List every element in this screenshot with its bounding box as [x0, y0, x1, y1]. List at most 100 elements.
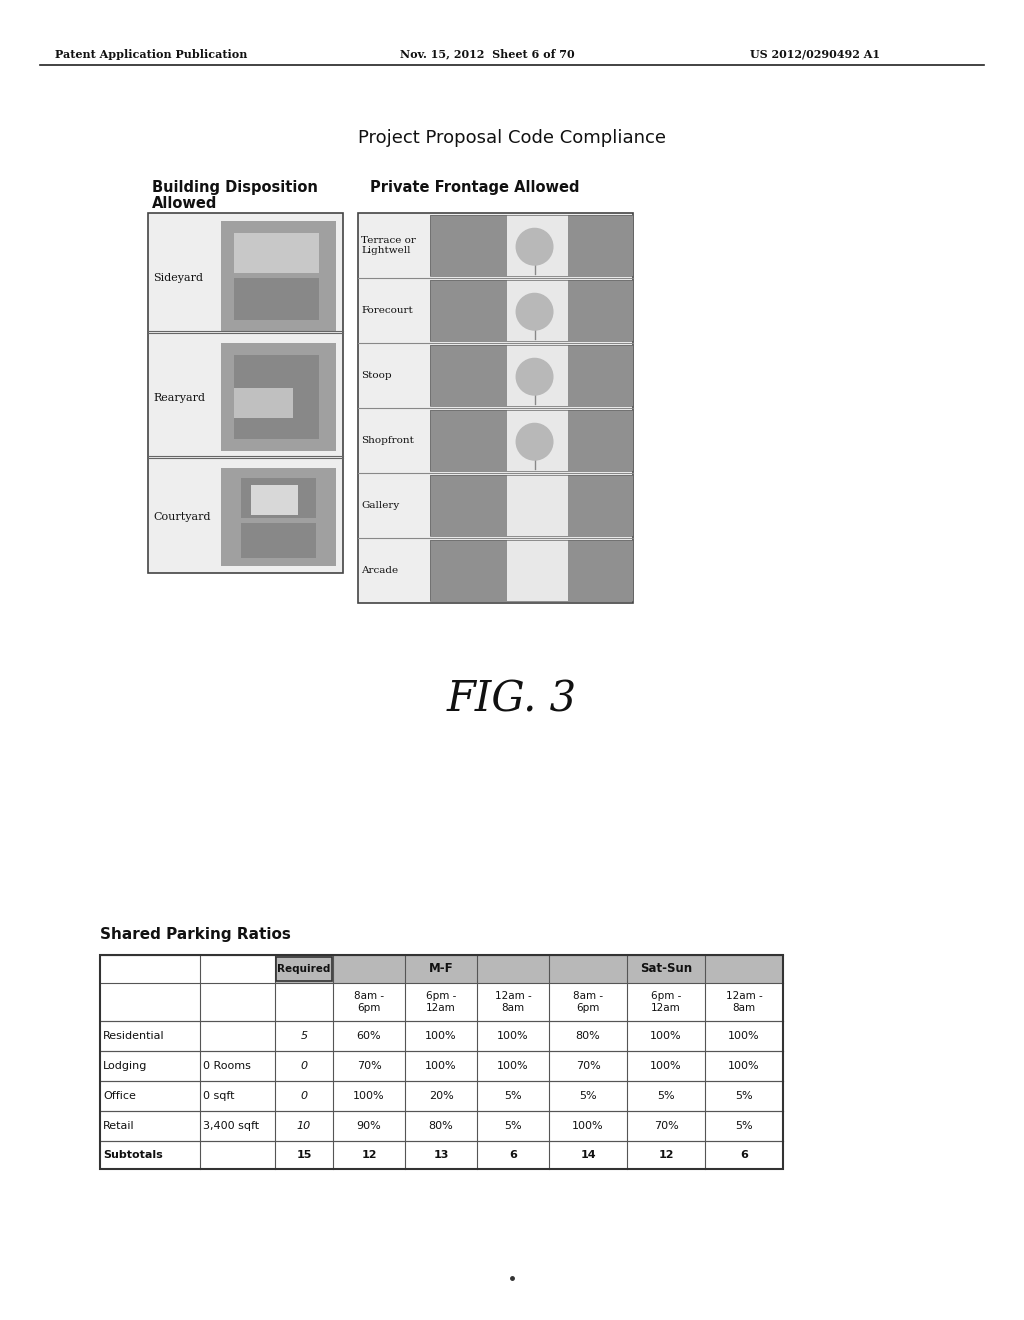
Bar [507, 540, 568, 601]
Bar [568, 475, 633, 536]
Bar [251, 484, 298, 515]
Bar [221, 469, 336, 566]
Text: 12: 12 [658, 1150, 674, 1160]
Text: 60%: 60% [356, 1031, 381, 1041]
Text: M-F: M-F [429, 962, 454, 975]
Text: 6: 6 [509, 1150, 517, 1160]
Text: Arcade: Arcade [361, 566, 398, 576]
Text: FIG. 3: FIG. 3 [446, 678, 578, 721]
Bar [148, 213, 343, 573]
Bar [430, 540, 507, 601]
Bar [100, 954, 783, 1170]
Text: Rearyard: Rearyard [153, 393, 205, 403]
Text: 0: 0 [300, 1061, 307, 1071]
Bar [507, 280, 568, 341]
Text: US 2012/0290492 A1: US 2012/0290492 A1 [750, 49, 880, 59]
Text: 70%: 70% [653, 1121, 678, 1131]
Bar [234, 355, 319, 440]
Text: Required: Required [278, 964, 331, 974]
Text: Retail: Retail [103, 1121, 134, 1131]
Bar [568, 411, 633, 471]
Bar [568, 345, 633, 407]
Text: Sideyard: Sideyard [153, 273, 203, 282]
Text: Nov. 15, 2012  Sheet 6 of 70: Nov. 15, 2012 Sheet 6 of 70 [400, 49, 574, 59]
Text: 5: 5 [300, 1031, 307, 1041]
Text: 3,400 sqft: 3,400 sqft [203, 1121, 259, 1131]
Text: 100%: 100% [353, 1092, 385, 1101]
Text: 6pm -
12am: 6pm - 12am [426, 991, 456, 1012]
Bar [234, 234, 319, 273]
Text: 0 sqft: 0 sqft [203, 1092, 234, 1101]
Text: Courtyard: Courtyard [153, 512, 211, 521]
Bar [275, 954, 783, 983]
Bar [241, 523, 316, 558]
Circle shape [516, 359, 553, 395]
Bar [430, 280, 633, 341]
Text: Office: Office [103, 1092, 136, 1101]
Bar [568, 215, 633, 276]
Text: 13: 13 [433, 1150, 449, 1160]
Bar [430, 540, 633, 601]
Text: 20%: 20% [429, 1092, 454, 1101]
Bar [358, 213, 633, 603]
Bar [430, 345, 633, 407]
Circle shape [516, 424, 553, 461]
Text: Lodging: Lodging [103, 1061, 147, 1071]
Bar [221, 343, 336, 451]
Text: 70%: 70% [356, 1061, 381, 1071]
Text: 0: 0 [300, 1092, 307, 1101]
Text: 100%: 100% [498, 1061, 528, 1071]
Text: 8am -
6pm: 8am - 6pm [354, 991, 384, 1012]
Text: Shopfront: Shopfront [361, 436, 414, 445]
Bar [430, 475, 633, 536]
Text: 100%: 100% [650, 1061, 682, 1071]
Circle shape [516, 293, 553, 330]
Text: 15: 15 [296, 1150, 311, 1160]
Text: Terrace or
Lightwell: Terrace or Lightwell [361, 236, 416, 255]
Bar [507, 411, 568, 471]
Text: 0 Rooms: 0 Rooms [203, 1061, 251, 1071]
Bar [234, 388, 293, 418]
Text: Stoop: Stoop [361, 371, 391, 380]
Text: 14: 14 [581, 1150, 596, 1160]
Text: 12: 12 [361, 1150, 377, 1160]
Text: Subtotals: Subtotals [103, 1150, 163, 1160]
Text: 80%: 80% [429, 1121, 454, 1131]
Text: 100%: 100% [572, 1121, 604, 1131]
Text: 100%: 100% [650, 1031, 682, 1041]
Text: Residential: Residential [103, 1031, 165, 1041]
Text: Patent Application Publication: Patent Application Publication [55, 49, 248, 59]
Bar [276, 957, 332, 981]
Text: 100%: 100% [728, 1031, 760, 1041]
Text: 5%: 5% [657, 1092, 675, 1101]
Text: 5%: 5% [735, 1092, 753, 1101]
Bar [430, 280, 507, 341]
Text: 90%: 90% [356, 1121, 381, 1131]
Text: 6: 6 [740, 1150, 748, 1160]
Bar [507, 345, 568, 407]
Bar [568, 280, 633, 341]
Text: Shared Parking Ratios: Shared Parking Ratios [100, 928, 291, 942]
Text: 100%: 100% [425, 1031, 457, 1041]
Bar [430, 411, 633, 471]
Text: 12am -
8am: 12am - 8am [726, 991, 763, 1012]
Bar [430, 475, 507, 536]
Text: Project Proposal Code Compliance: Project Proposal Code Compliance [358, 129, 666, 147]
Bar [507, 475, 568, 536]
Bar [430, 215, 633, 276]
Text: 10: 10 [297, 1121, 311, 1131]
Bar [507, 215, 568, 276]
Bar [234, 279, 319, 319]
Text: 5%: 5% [504, 1121, 522, 1131]
Text: 100%: 100% [498, 1031, 528, 1041]
Bar [430, 411, 507, 471]
Text: 5%: 5% [580, 1092, 597, 1101]
Bar [221, 220, 336, 331]
Text: 70%: 70% [575, 1061, 600, 1071]
Bar [241, 478, 316, 517]
Text: 6pm -
12am: 6pm - 12am [651, 991, 681, 1012]
Text: 5%: 5% [504, 1092, 522, 1101]
Text: 80%: 80% [575, 1031, 600, 1041]
Bar [430, 215, 507, 276]
Text: 8am -
6pm: 8am - 6pm [573, 991, 603, 1012]
